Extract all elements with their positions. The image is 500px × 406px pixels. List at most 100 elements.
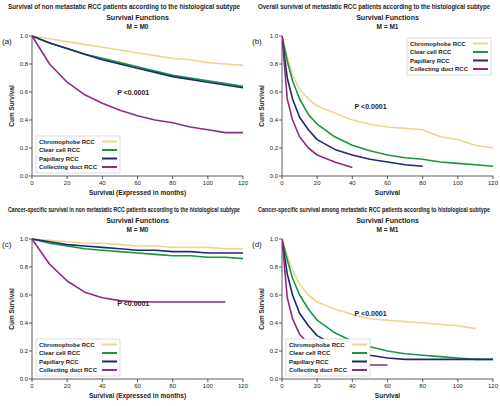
x-tick <box>387 379 388 382</box>
x-tick <box>352 176 353 179</box>
survival-curve <box>32 239 225 302</box>
y-tick <box>29 295 32 296</box>
y-tick <box>29 120 32 121</box>
survival-curve <box>32 36 243 65</box>
y-tick <box>29 323 32 324</box>
panel-label: (d) <box>252 240 262 249</box>
legend-label: Clear cell RCC <box>289 350 331 356</box>
x-tick-label: 120 <box>488 180 499 186</box>
x-tick-label: 40 <box>349 180 356 186</box>
x-tick-label: 40 <box>99 383 106 389</box>
panel-label: (a) <box>2 37 12 46</box>
y-axis <box>32 36 33 176</box>
x-tick-label: 80 <box>169 180 176 186</box>
panel-label: (b) <box>252 37 262 46</box>
x-tick <box>422 379 423 382</box>
y-tick-label: 0.8 <box>270 264 279 270</box>
survival-curve <box>282 239 475 329</box>
x-tick-label: 100 <box>203 180 214 186</box>
y-axis-label: Cum Survival <box>8 85 15 127</box>
y-tick <box>29 351 32 352</box>
x-tick <box>137 379 138 382</box>
y-axis <box>282 239 283 379</box>
legend-label: Chromophobe RCC <box>39 139 95 145</box>
y-tick <box>29 239 32 240</box>
panel: Cancer-specific survival among metastati… <box>252 206 499 399</box>
plot-area <box>32 239 243 302</box>
p-value: P <0.0001 <box>117 89 149 96</box>
x-tick <box>67 176 68 179</box>
x-tick-label: 20 <box>64 180 71 186</box>
y-axis-label: Cum Survival <box>258 288 265 330</box>
y-tick <box>279 379 282 380</box>
x-tick-label: 60 <box>384 180 391 186</box>
panel: Cancer-specific survival in non metastat… <box>2 206 249 400</box>
x-tick <box>387 176 388 179</box>
strata-label: M = M0 <box>127 226 149 233</box>
subtitle: Survival Functions <box>356 217 419 224</box>
legend-label: Papillary RCC <box>39 359 79 365</box>
x-tick <box>102 379 103 382</box>
y-tick-label: 0.0 <box>270 173 279 179</box>
y-tick-label: 0.8 <box>20 264 29 270</box>
legend-label: Papillary RCC <box>39 156 79 162</box>
strata-label: M = M0 <box>127 23 149 30</box>
legend-swatch <box>352 361 367 363</box>
strata-label: M = M1 <box>377 226 399 233</box>
y-tick <box>279 267 282 268</box>
legend-swatch <box>352 369 367 371</box>
x-tick <box>243 176 244 179</box>
survival-curve <box>32 36 243 133</box>
survival-curve <box>32 239 243 259</box>
x-axis-label: Survival (Expressed in months) <box>89 189 186 197</box>
y-tick-label: 0.8 <box>20 61 29 67</box>
y-axis-label: Cum Survival <box>258 85 265 127</box>
y-axis-label: Cum Survival <box>8 288 15 330</box>
legend-swatch <box>352 344 367 346</box>
legend-swatch <box>102 158 117 160</box>
legend-swatch <box>473 68 488 70</box>
legend-label: Clear cell RCC <box>39 350 81 356</box>
survival-curve <box>32 36 243 88</box>
legend-label: Chromophobe RCC <box>39 342 95 348</box>
y-tick <box>279 148 282 149</box>
y-tick <box>279 92 282 93</box>
legend-label: Chromophobe RCC <box>289 342 345 348</box>
y-tick-label: 0.6 <box>20 292 29 298</box>
legend-label: Chromophobe RCC <box>410 41 466 47</box>
y-tick-label: 0.6 <box>270 292 279 298</box>
survival-curve <box>282 239 388 365</box>
x-tick <box>493 379 494 382</box>
x-tick <box>457 379 458 382</box>
y-tick-label: 1.0 <box>270 236 279 242</box>
y-tick <box>29 148 32 149</box>
x-tick <box>317 379 318 382</box>
x-tick <box>67 379 68 382</box>
legend-label: Collecting duct RCC <box>410 66 469 72</box>
x-tick <box>422 176 423 179</box>
panel: Overall survival of metastatic RCC patie… <box>252 3 499 196</box>
x-tick-label: 40 <box>349 383 356 389</box>
legend-swatch <box>102 369 117 371</box>
x-tick-label: 60 <box>384 383 391 389</box>
panel-title: Survival of non metastatic RCC patients … <box>8 3 240 11</box>
x-tick-label: 20 <box>314 180 321 186</box>
legend-label: Papillary RCC <box>289 359 329 365</box>
y-tick <box>29 36 32 37</box>
x-tick-label: 80 <box>419 383 426 389</box>
y-tick <box>279 351 282 352</box>
y-tick <box>279 176 282 177</box>
subtitle: Survival Functions <box>106 14 169 21</box>
panel-title: Cancer-specific survival in non metastat… <box>8 206 240 214</box>
legend-label: Clear cell RCC <box>410 49 452 55</box>
y-axis <box>282 36 283 176</box>
x-tick-label: 100 <box>453 383 464 389</box>
legend-box <box>407 38 491 75</box>
x-tick-label: 0 <box>280 180 284 186</box>
p-value: P <0.0001 <box>117 300 149 307</box>
legend-label: Clear cell RCC <box>39 147 81 153</box>
x-tick-label: 100 <box>203 383 214 389</box>
y-tick-label: 0.0 <box>20 173 29 179</box>
x-tick <box>317 176 318 179</box>
legend-swatch <box>473 43 488 45</box>
